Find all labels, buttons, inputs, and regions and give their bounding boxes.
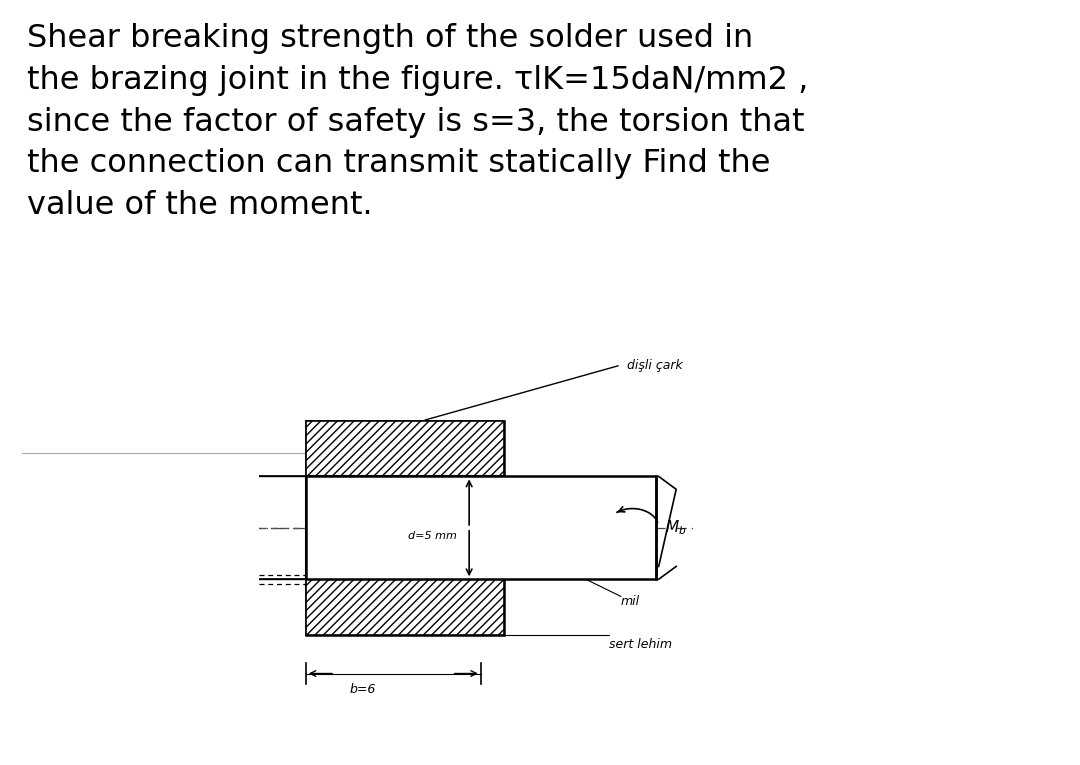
Text: $M_b$: $M_b$ bbox=[664, 518, 686, 537]
Text: Shear breaking strength of the solder used in
the brazing joint in the figure. τ: Shear breaking strength of the solder us… bbox=[27, 23, 808, 221]
Bar bbox=[306, 421, 504, 635]
Text: mil: mil bbox=[621, 595, 640, 608]
Bar bbox=[306, 579, 504, 635]
Text: dişli çark: dişli çark bbox=[626, 359, 683, 372]
Bar bbox=[306, 477, 504, 579]
Text: d=5 mm: d=5 mm bbox=[408, 531, 457, 541]
Bar bbox=[306, 477, 656, 579]
Text: sert lehim: sert lehim bbox=[609, 638, 672, 651]
Bar bbox=[306, 421, 504, 477]
Text: b=6: b=6 bbox=[350, 683, 376, 696]
